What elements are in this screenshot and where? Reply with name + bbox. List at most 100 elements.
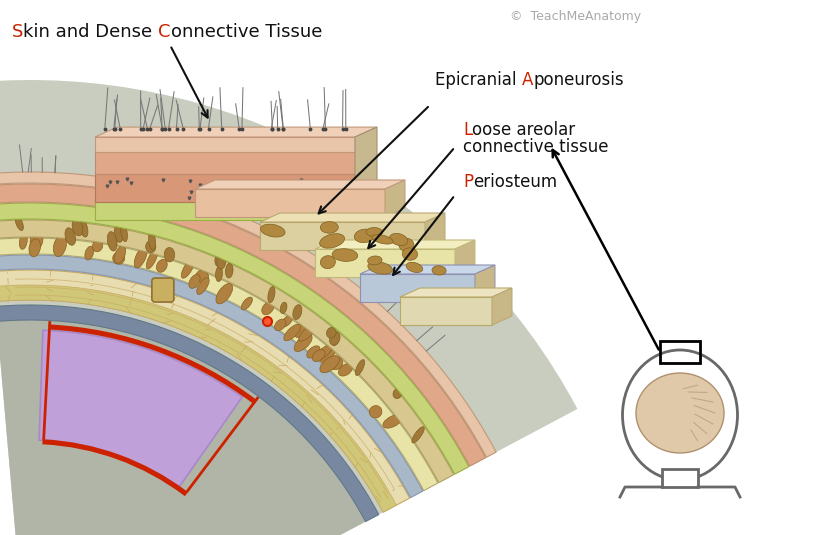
Ellipse shape (356, 360, 365, 376)
Ellipse shape (636, 373, 724, 453)
Ellipse shape (148, 231, 155, 250)
Ellipse shape (314, 345, 332, 361)
Wedge shape (0, 80, 578, 535)
Bar (400, 297, 492, 325)
Ellipse shape (19, 234, 27, 249)
Bar (95, 137, 355, 152)
Ellipse shape (275, 319, 286, 331)
Ellipse shape (406, 262, 422, 272)
Text: poneurosis: poneurosis (533, 71, 624, 89)
Wedge shape (0, 172, 496, 457)
Bar (95, 202, 355, 220)
Polygon shape (360, 265, 495, 274)
Ellipse shape (295, 334, 312, 351)
Ellipse shape (214, 254, 221, 266)
Ellipse shape (295, 322, 312, 338)
Text: C: C (158, 23, 171, 41)
Ellipse shape (398, 238, 414, 251)
Ellipse shape (79, 219, 88, 237)
Bar (195, 189, 385, 217)
Bar (260, 222, 425, 250)
Ellipse shape (372, 235, 393, 244)
Ellipse shape (113, 252, 125, 264)
Ellipse shape (329, 332, 340, 345)
Wedge shape (0, 220, 454, 483)
Text: S: S (12, 23, 23, 41)
Ellipse shape (77, 220, 86, 231)
Ellipse shape (338, 251, 353, 261)
Ellipse shape (319, 234, 345, 248)
Polygon shape (400, 288, 512, 297)
Polygon shape (315, 240, 475, 249)
Polygon shape (260, 213, 445, 222)
Wedge shape (0, 305, 379, 522)
Ellipse shape (164, 248, 175, 262)
Polygon shape (455, 240, 475, 277)
Ellipse shape (320, 349, 335, 362)
Ellipse shape (393, 388, 403, 399)
Ellipse shape (182, 259, 194, 278)
Ellipse shape (403, 248, 417, 260)
Wedge shape (0, 285, 397, 512)
Ellipse shape (370, 406, 382, 418)
Wedge shape (0, 320, 365, 535)
Ellipse shape (383, 415, 403, 428)
Ellipse shape (114, 226, 123, 242)
Wedge shape (0, 203, 469, 474)
Text: connective tissue: connective tissue (463, 138, 609, 156)
Ellipse shape (115, 246, 125, 263)
Polygon shape (492, 288, 512, 325)
Ellipse shape (146, 249, 158, 269)
Ellipse shape (54, 235, 67, 257)
Bar (95, 174, 355, 202)
Polygon shape (195, 180, 405, 189)
Polygon shape (95, 142, 377, 152)
Bar (360, 274, 475, 302)
Ellipse shape (432, 266, 446, 275)
Ellipse shape (366, 227, 383, 236)
Wedge shape (39, 330, 243, 487)
Ellipse shape (280, 302, 287, 314)
Ellipse shape (107, 232, 117, 251)
Text: eriosteum: eriosteum (473, 173, 557, 191)
Ellipse shape (268, 287, 275, 303)
Ellipse shape (189, 274, 200, 288)
Ellipse shape (307, 346, 320, 358)
Wedge shape (0, 238, 438, 491)
Ellipse shape (196, 278, 210, 294)
Text: onnective Tissue: onnective Tissue (171, 23, 322, 41)
Text: Epicranial: Epicranial (435, 71, 521, 89)
Ellipse shape (92, 240, 103, 252)
Ellipse shape (261, 224, 285, 237)
Ellipse shape (215, 266, 223, 281)
Ellipse shape (217, 254, 226, 269)
Polygon shape (95, 192, 377, 202)
Text: L: L (463, 121, 472, 139)
Wedge shape (0, 270, 410, 512)
Ellipse shape (332, 334, 339, 346)
Ellipse shape (29, 239, 40, 257)
Wedge shape (0, 184, 486, 466)
Ellipse shape (327, 327, 336, 338)
Ellipse shape (281, 315, 293, 327)
Ellipse shape (72, 219, 82, 236)
Text: oose areolar: oose areolar (472, 121, 575, 139)
Ellipse shape (30, 231, 43, 250)
Polygon shape (385, 180, 405, 217)
Ellipse shape (389, 233, 408, 246)
Bar (95, 152, 355, 174)
Ellipse shape (65, 228, 76, 245)
Wedge shape (50, 325, 256, 403)
FancyBboxPatch shape (152, 278, 174, 302)
Ellipse shape (312, 349, 325, 362)
Text: P: P (463, 173, 473, 191)
Ellipse shape (134, 247, 147, 268)
Bar (662, 469, 698, 487)
Ellipse shape (284, 324, 301, 341)
Polygon shape (95, 164, 377, 174)
Text: ©  TeachMeAnatomy: © TeachMeAnatomy (510, 10, 641, 23)
Polygon shape (95, 127, 377, 137)
Ellipse shape (320, 256, 336, 269)
Ellipse shape (120, 224, 127, 242)
Ellipse shape (299, 324, 317, 341)
